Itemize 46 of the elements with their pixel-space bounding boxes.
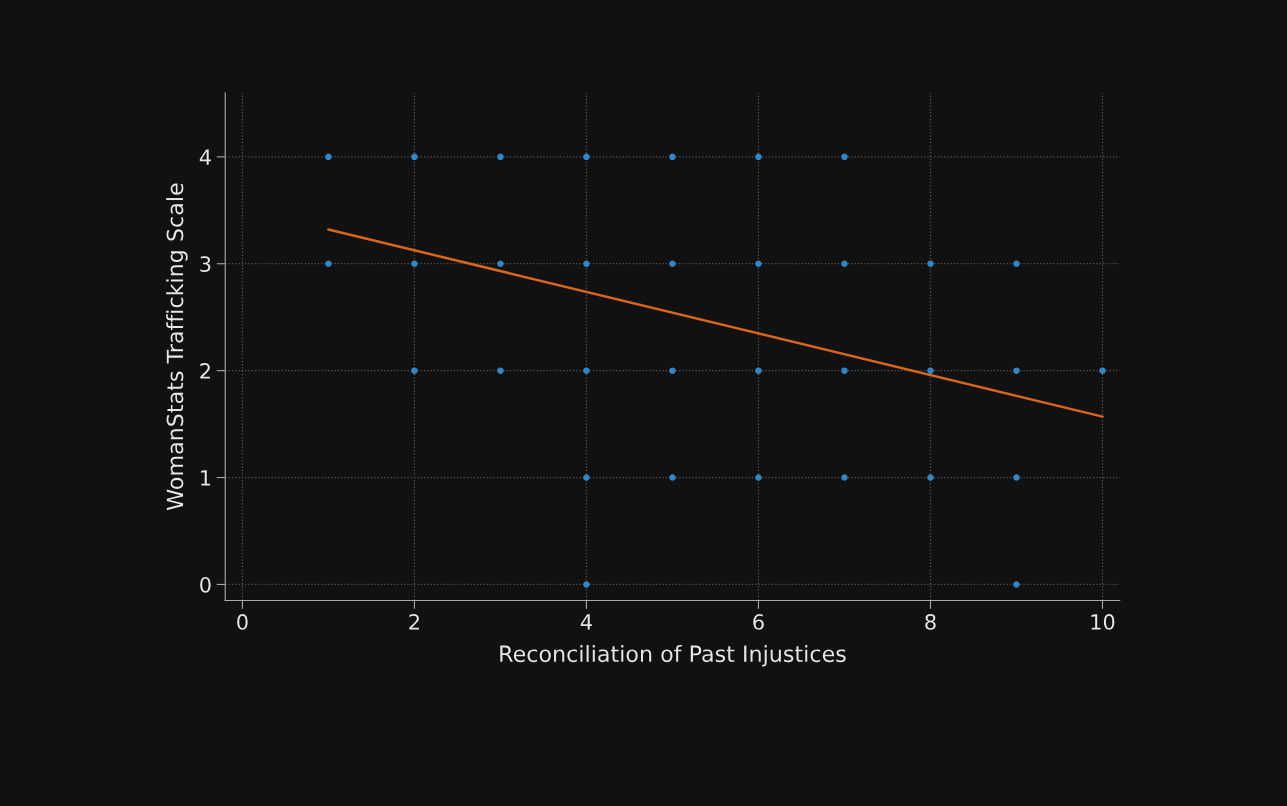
point (669, 260, 676, 267)
point (411, 367, 418, 374)
point (411, 260, 418, 267)
x-tick-label: 4 (580, 614, 592, 630)
point (1099, 367, 1106, 374)
y-tick-label: 4 (199, 149, 211, 165)
point (927, 260, 934, 267)
x-tick-label: 6 (753, 614, 764, 630)
point (1013, 474, 1020, 481)
point (927, 474, 934, 481)
point (583, 260, 590, 267)
point (1013, 581, 1020, 588)
point (669, 153, 676, 161)
point (669, 474, 676, 481)
point (841, 153, 848, 161)
point (841, 260, 848, 267)
point (497, 153, 504, 161)
point (841, 367, 848, 374)
point (1013, 367, 1020, 374)
point (497, 367, 504, 374)
x-axis-title: Reconciliation of Past Injustices (500, 644, 846, 667)
point (927, 367, 934, 374)
point (755, 260, 762, 267)
y-tick-label: 2 (200, 363, 210, 379)
point (411, 153, 418, 161)
point (325, 260, 332, 267)
x-tick-label: 2 (409, 614, 419, 630)
x-tick-label: 8 (925, 614, 936, 630)
point (497, 260, 504, 267)
point (325, 153, 332, 161)
point (583, 581, 590, 588)
point (755, 153, 762, 161)
point (1013, 260, 1020, 267)
point (755, 474, 762, 481)
y-tick-label: 0 (200, 576, 211, 593)
x-tick-label: 0 (237, 614, 248, 630)
point (583, 474, 590, 481)
point (841, 474, 848, 481)
point (755, 367, 762, 374)
point (583, 367, 590, 374)
y-tick-label: 3 (200, 256, 211, 272)
point (669, 367, 676, 374)
y-axis-title: WomanStats Trafficking Scale (166, 183, 188, 511)
x-tick-label: 10 (1091, 614, 1115, 630)
y-tick-label: 1 (201, 470, 211, 486)
point (583, 153, 590, 161)
